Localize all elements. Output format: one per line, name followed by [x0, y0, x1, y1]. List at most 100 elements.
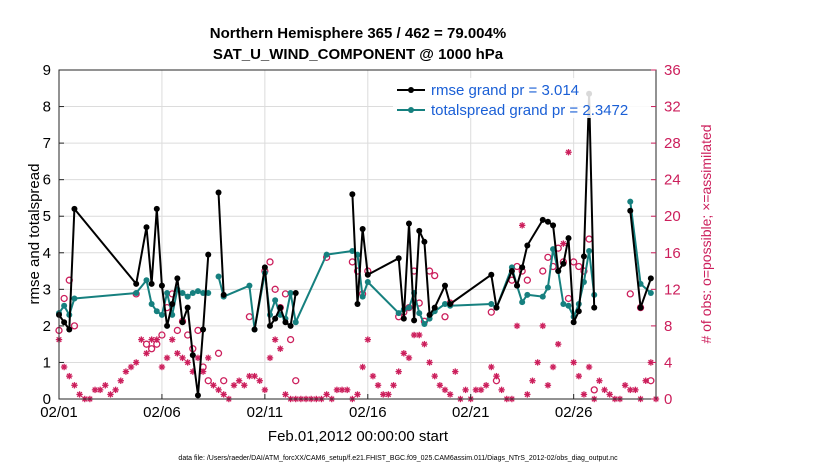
asterisk-stroke	[236, 377, 242, 384]
asterisk-stroke	[174, 350, 181, 357]
x-axis-label: Feb.01,2012 00:00:00 start	[268, 428, 449, 445]
asterisk-stroke	[431, 373, 438, 379]
obs-assimilated-point	[199, 368, 207, 375]
asterisk-stroke	[560, 240, 567, 247]
asterisk-stroke	[555, 341, 561, 347]
obs-assimilated-point	[66, 372, 73, 380]
asterisk-stroke	[545, 382, 551, 389]
asterisk-stroke	[576, 373, 582, 379]
asterisk-stroke	[262, 387, 268, 393]
x-tick-label: 02/06	[143, 404, 181, 421]
obs-assimilated-point	[241, 382, 248, 389]
y-tick-label: 1	[43, 354, 51, 371]
obs-assimilated-point	[410, 331, 418, 339]
obs-possible-point	[431, 271, 439, 280]
obs-assimilated-point	[132, 359, 140, 366]
series-point-rmse	[61, 319, 68, 326]
asterisk-stroke	[107, 391, 114, 398]
obs-assimilated-point	[565, 149, 572, 156]
obs-assimilated-point	[493, 372, 500, 380]
series-point-spread	[61, 302, 68, 309]
asterisk-stroke	[395, 368, 402, 375]
obs-assimilated-point	[405, 354, 413, 362]
obs-possible-point	[292, 377, 300, 385]
obs-assimilated-point	[374, 382, 382, 389]
series-point-spread	[647, 289, 654, 296]
asterisk-stroke	[550, 364, 556, 370]
series-point-rmse	[395, 255, 402, 262]
chart-title-line1: Northern Hemisphere 365 / 462 = 79.004%	[210, 25, 506, 42]
right-axis: 0 4 8 12 16 20 24 28 32 36	[651, 62, 681, 408]
asterisk-stroke	[601, 387, 608, 393]
asterisk-stroke	[117, 377, 124, 384]
chart-title-line2: SAT_U_WIND_COMPONENT @ 1000 hPa	[213, 46, 504, 63]
series-point-rmse	[493, 304, 500, 311]
x-tick-label: 02/26	[555, 404, 593, 421]
y-right-tick-label: 20	[664, 208, 681, 225]
asterisk-stroke	[519, 222, 525, 229]
legend-marker-spread	[408, 107, 414, 113]
obs-assimilated-point	[596, 377, 603, 384]
obs-assimilated-point	[220, 391, 227, 398]
series-point-rmse	[575, 308, 582, 315]
y-tick-label: 9	[43, 62, 51, 79]
series-point-rmse	[174, 275, 181, 282]
asterisk-stroke	[606, 391, 613, 398]
obs-possible-point	[147, 345, 156, 353]
asterisk-stroke	[138, 336, 145, 343]
series-point-rmse	[555, 268, 562, 275]
asterisk-stroke	[365, 336, 371, 343]
y-tick-label: 5	[43, 208, 51, 225]
obs-assimilated-point	[163, 354, 171, 362]
series-point-rmse	[66, 326, 73, 333]
series-point-rmse	[205, 251, 212, 258]
asterisk-stroke	[231, 382, 237, 389]
obs-assimilated-point	[441, 386, 449, 394]
obs-assimilated-point	[261, 386, 269, 394]
asterisk-stroke	[128, 364, 134, 370]
series-point-rmse	[189, 352, 196, 359]
series-point-rmse	[200, 326, 207, 333]
series-point-rmse	[570, 319, 577, 326]
series-point-rmse	[519, 264, 526, 271]
obs-assimilated-point	[416, 331, 423, 339]
obs-assimilated-point	[570, 359, 577, 366]
asterisk-stroke	[184, 359, 191, 366]
asterisk-stroke	[344, 387, 350, 393]
series-point-spread	[189, 289, 196, 296]
asterisk-stroke	[195, 355, 201, 361]
obs-possible-point	[626, 290, 634, 298]
obs-assimilated-point	[534, 359, 541, 366]
series-point-spread	[405, 304, 412, 311]
asterisk-stroke	[123, 368, 129, 375]
asterisk-stroke	[97, 387, 103, 393]
legend-box	[393, 78, 651, 118]
obs-assimilated-point	[143, 350, 150, 357]
obs-assimilated-point	[96, 386, 104, 394]
asterisk-stroke	[159, 364, 165, 370]
asterisk-stroke	[179, 355, 186, 361]
series-point-rmse	[194, 392, 201, 399]
series-point-spread	[550, 246, 557, 253]
series-point-rmse	[524, 242, 531, 249]
obs-possible-point	[142, 340, 151, 348]
series-point-rmse	[565, 235, 572, 242]
series-point-rmse	[508, 268, 515, 275]
obs-possible-point	[590, 386, 598, 394]
asterisk-stroke	[375, 382, 381, 389]
obs-assimilated-point	[488, 363, 495, 371]
y-tick-label: 0	[43, 391, 51, 408]
asterisk-stroke	[385, 391, 392, 398]
y-tick-label: 4	[43, 245, 51, 262]
series-point-rmse	[627, 207, 634, 214]
obs-assimilated-point	[452, 368, 459, 375]
asterisk-stroke	[406, 355, 412, 361]
obs-possible-point	[575, 262, 583, 271]
series-point-spread	[215, 273, 222, 280]
obs-possible-point	[70, 322, 79, 330]
y-right-tick-label: 16	[664, 245, 681, 262]
obs-assimilated-point	[359, 363, 366, 371]
obs-assimilated-point	[647, 359, 655, 366]
y-tick-label: 8	[43, 99, 51, 116]
series-point-spread	[205, 289, 212, 296]
